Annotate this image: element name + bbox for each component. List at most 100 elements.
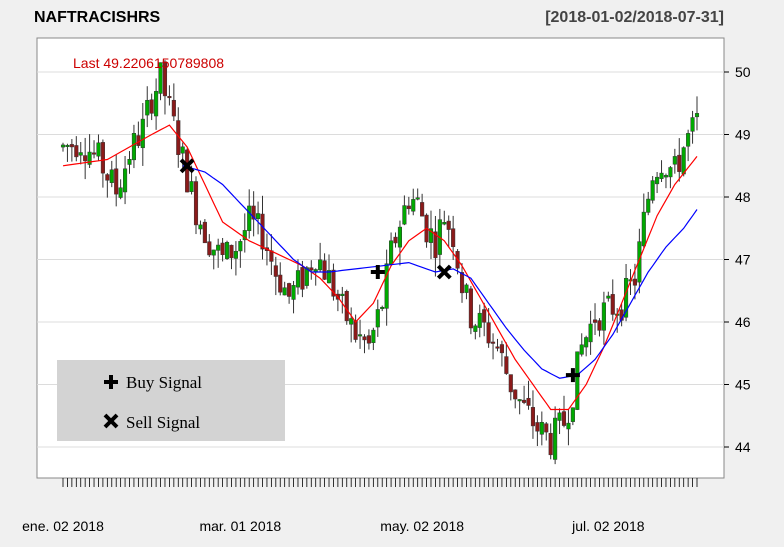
buy-signal-marker [370, 265, 385, 279]
legend-box [57, 360, 285, 441]
candle-body [530, 407, 536, 427]
last-value-label: Last 49.2206150789808 [73, 55, 224, 71]
candle-body [508, 374, 513, 393]
candle-body [464, 284, 469, 293]
candle-body [393, 236, 398, 244]
candle-body [548, 432, 553, 456]
candle-body [300, 267, 305, 290]
candle-body [118, 187, 123, 198]
candle-body [260, 213, 265, 250]
candle-body [247, 205, 252, 232]
y-tick-label: 49 [735, 127, 751, 143]
candle-body [694, 113, 700, 118]
candle-body [672, 156, 677, 165]
candle-body [504, 356, 509, 374]
candle-body [291, 285, 296, 300]
candle-body [579, 344, 584, 355]
candle-body [202, 221, 207, 244]
sell-signal-marker [179, 158, 195, 174]
x-tick-label: ene. 02 2018 [22, 518, 104, 534]
candle-body [65, 144, 70, 147]
candle-body [606, 295, 611, 299]
candle-body [557, 412, 562, 421]
candle-body [251, 205, 256, 220]
candle-body [273, 265, 278, 277]
indicator-lines [62, 124, 698, 411]
y-tick-label: 44 [735, 439, 751, 455]
legend: Buy Signal Sell Signal [57, 360, 285, 441]
candle-body [344, 291, 349, 322]
candle-body [668, 167, 673, 178]
candle-body [428, 228, 434, 243]
candle-body [233, 250, 238, 259]
candle-body [406, 205, 411, 210]
candle-body [309, 267, 314, 271]
candle-body [681, 147, 686, 175]
candle-body [256, 213, 261, 220]
candle-body [105, 174, 110, 181]
candle-body [304, 267, 309, 286]
candle-body [566, 422, 571, 430]
candle-body [162, 61, 168, 97]
candle-body [278, 274, 283, 293]
candle-body [575, 351, 580, 410]
candle-body [397, 226, 403, 248]
candle-body [522, 399, 527, 403]
candle-body [109, 169, 114, 183]
candle-body [513, 389, 518, 400]
candle-body [211, 249, 216, 256]
candle-body [646, 198, 651, 213]
candle-body [637, 241, 642, 283]
y-tick-label: 47 [735, 252, 751, 268]
candle-body [553, 417, 558, 460]
candle-body [145, 99, 150, 116]
candle-body [588, 323, 593, 343]
candle-body [318, 259, 323, 271]
candle-body [171, 99, 176, 117]
candle-body [131, 133, 136, 161]
legend-buy-label: Buy Signal [126, 373, 202, 392]
candle-body [517, 399, 522, 402]
candle-body [539, 421, 544, 435]
y-tick-label: 48 [735, 189, 751, 205]
candle-body [331, 269, 336, 297]
candle-body [650, 180, 655, 201]
candle-body [486, 322, 491, 344]
candle-body [686, 133, 691, 147]
candle-body [180, 146, 185, 154]
candle-body [74, 145, 79, 158]
candle-body [459, 272, 465, 294]
candle-body [451, 228, 456, 248]
candle-body [198, 224, 203, 230]
candle-body [366, 335, 371, 344]
candle-body [641, 211, 646, 247]
candle-body [114, 168, 119, 195]
candle-body [326, 270, 332, 284]
candle-body [127, 159, 132, 165]
candle-body [491, 341, 496, 344]
candle-body [632, 278, 637, 286]
candle-body [402, 205, 407, 225]
candle-body [322, 260, 327, 280]
candle-body [415, 197, 420, 200]
candle-body [380, 306, 385, 309]
candle-body [468, 288, 473, 329]
series-line-red [62, 124, 698, 411]
candle-body [442, 222, 447, 225]
candle-body [362, 336, 367, 341]
candle-body [446, 220, 451, 230]
legend-sell-label: Sell Signal [126, 413, 200, 432]
candle-body [601, 302, 606, 331]
candle-body [592, 319, 598, 323]
candle-body [229, 244, 234, 259]
candle-body [389, 240, 394, 265]
candle-body [526, 397, 531, 406]
candle-body [499, 344, 504, 354]
legend-buy-marker [104, 375, 118, 389]
candle-body [189, 181, 194, 192]
y-tick-label: 45 [735, 377, 751, 393]
x-tick-label: may. 02 2018 [380, 518, 464, 534]
candle-body [482, 309, 487, 323]
candle-body [411, 199, 416, 212]
